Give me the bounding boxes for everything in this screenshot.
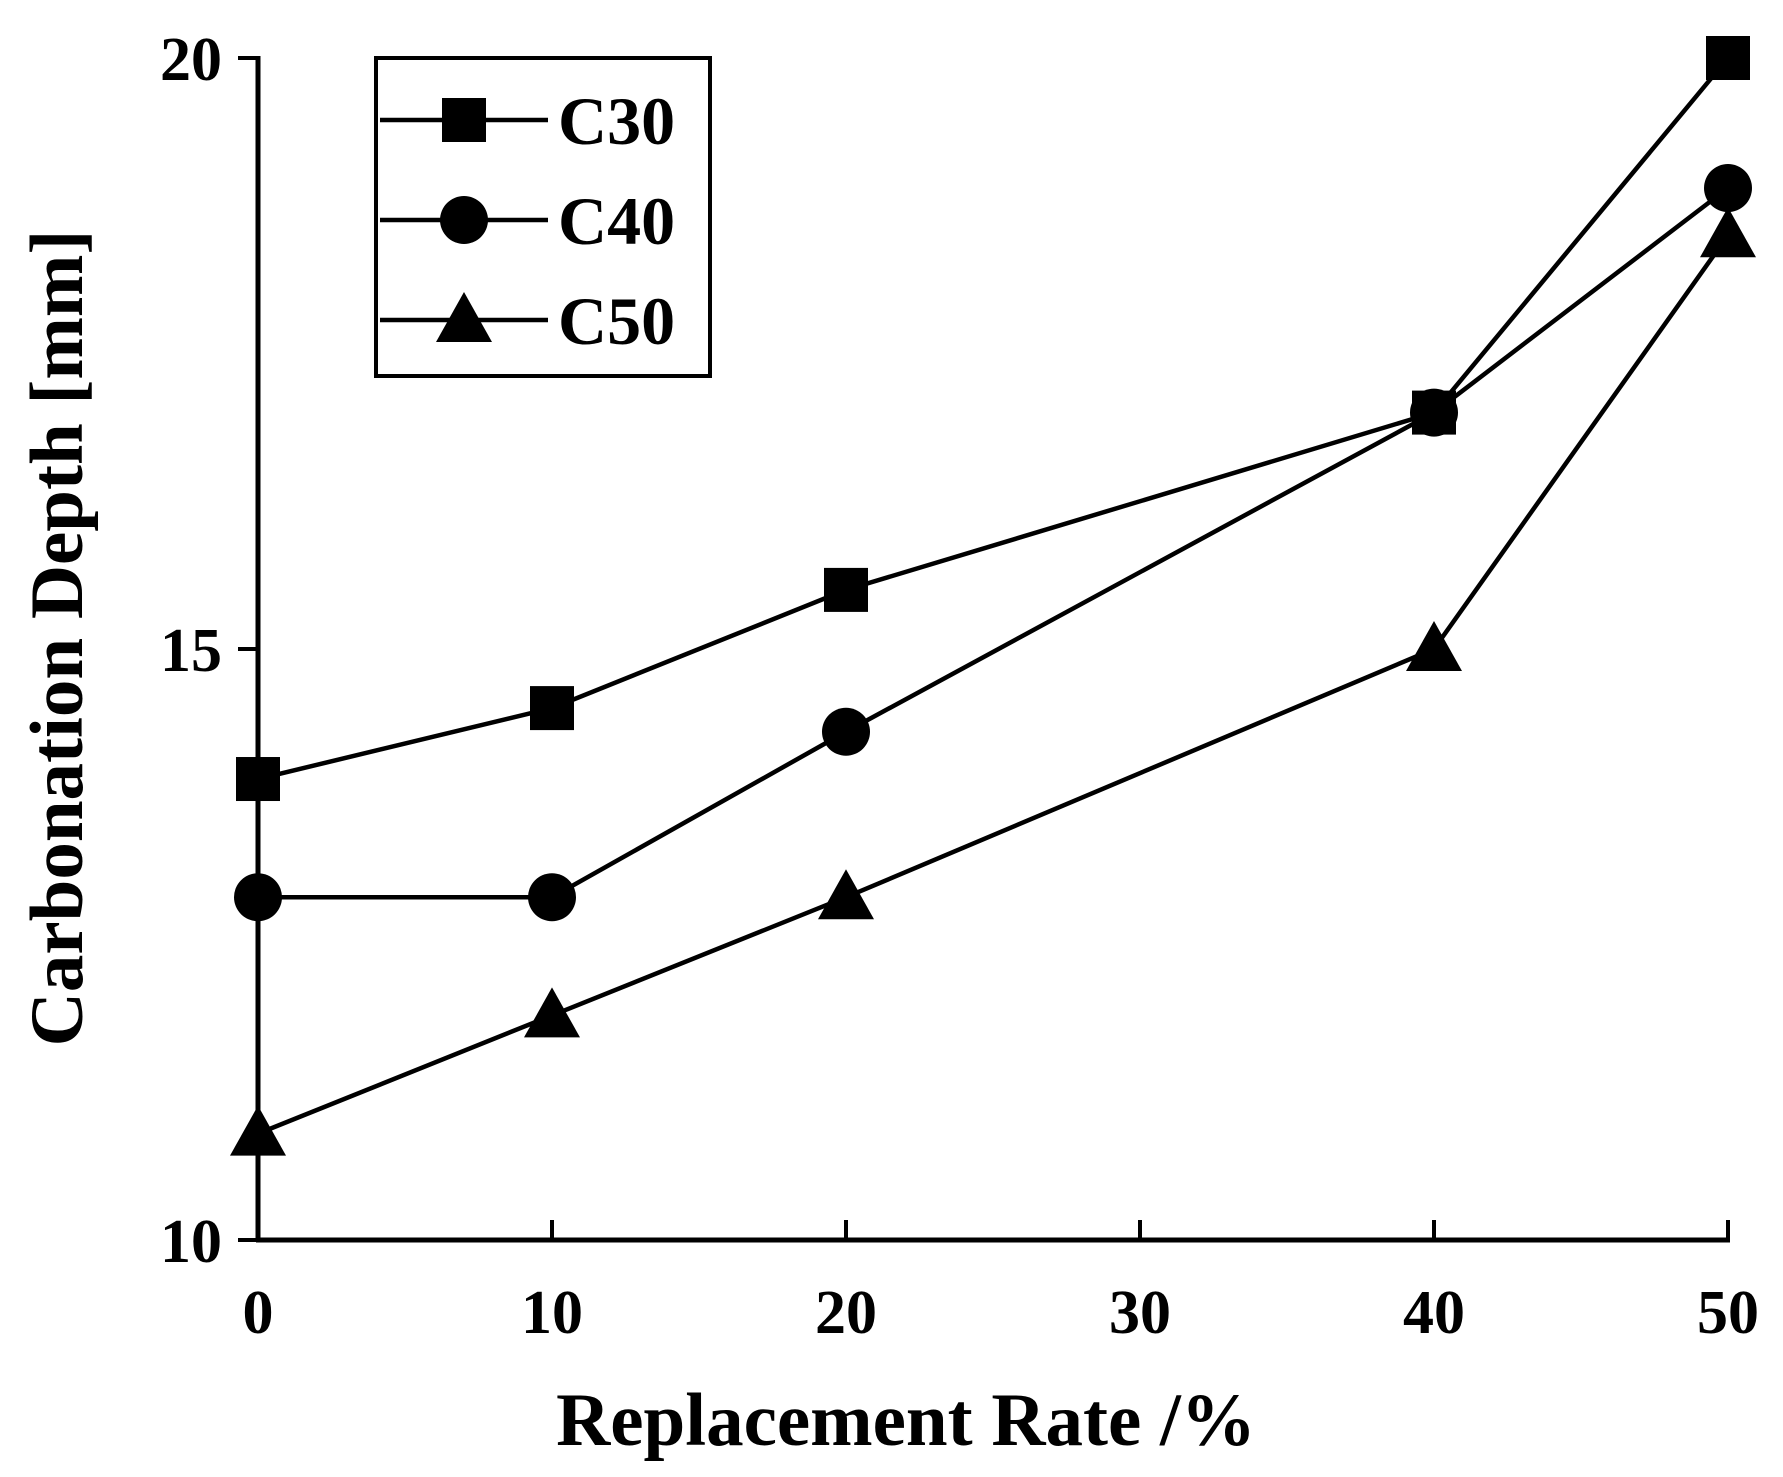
- data-point-c40: [1410, 388, 1458, 437]
- y-tick-label: 10: [160, 1208, 222, 1276]
- data-point-c30: [1706, 36, 1750, 80]
- x-tick-label: 0: [243, 1279, 274, 1347]
- x-axis-title: Replacement Rate /%: [556, 1379, 1256, 1462]
- data-point-c30: [824, 567, 868, 612]
- axes: 0 10 20 30 40 50 10 15 20: [160, 26, 1759, 1347]
- legend: C30 C40 C50: [374, 56, 712, 378]
- data-point-c30: [236, 757, 280, 802]
- legend-label-c30: C30: [558, 83, 675, 159]
- data-point-c40: [1704, 164, 1752, 213]
- series-group: [230, 36, 1756, 1156]
- data-point-c40: [234, 873, 282, 922]
- legend-marker-c40: [440, 196, 488, 244]
- data-point-c50: [1700, 207, 1756, 258]
- data-point-c50: [524, 987, 580, 1038]
- x-tick-label: 40: [1403, 1279, 1465, 1347]
- legend-marker-c30: [442, 98, 486, 142]
- data-point-c40: [528, 873, 576, 922]
- y-tick-label: 15: [160, 617, 222, 685]
- legend-box: [374, 56, 712, 378]
- legend-label-c50: C50: [558, 283, 675, 359]
- data-point-c50: [230, 1105, 286, 1156]
- x-tick-label: 30: [1109, 1279, 1171, 1347]
- legend-label-c40: C40: [558, 183, 675, 259]
- data-point-c40: [822, 707, 870, 756]
- x-tick-label: 10: [521, 1279, 583, 1347]
- data-point-c50: [1406, 621, 1462, 671]
- data-point-c50: [818, 869, 874, 920]
- x-tick-label: 50: [1697, 1279, 1759, 1347]
- legend-marker-c50: [436, 292, 492, 342]
- data-point-c30: [530, 686, 574, 731]
- y-tick-label: 20: [160, 26, 222, 94]
- x-tick-label: 20: [815, 1279, 877, 1347]
- y-axis-title: Carbonation Depth [mm]: [16, 230, 99, 1047]
